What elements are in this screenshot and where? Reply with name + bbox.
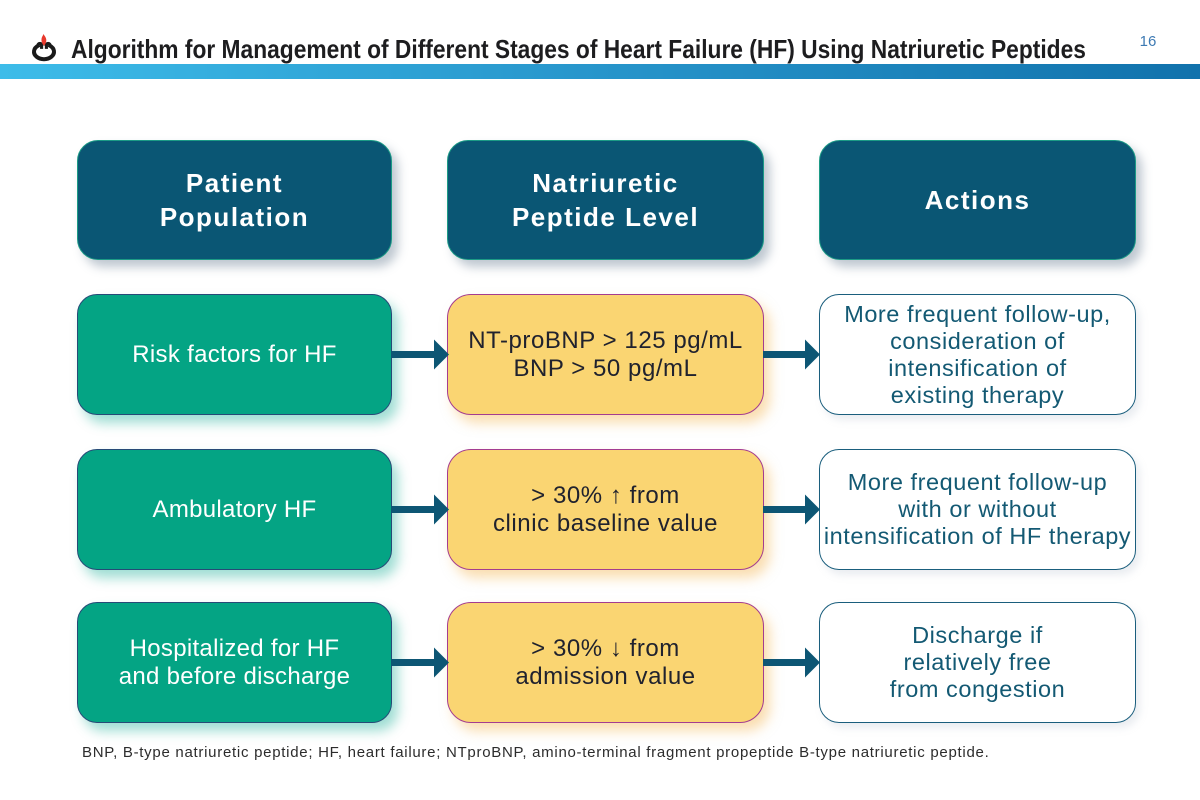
population-box-row1: Risk factors for HF — [77, 294, 392, 415]
flow-arrow-row3-right — [763, 647, 820, 678]
logo-heart-ring — [32, 41, 56, 62]
page-number: 16 — [1139, 33, 1157, 50]
action-box-row2: More frequent follow-up with or without … — [819, 449, 1136, 570]
action-label: Discharge if relatively free from conges… — [889, 622, 1066, 702]
population-box-row2: Ambulatory HF — [77, 449, 392, 570]
column-header-actions: Actions — [819, 140, 1136, 260]
action-box-row3: Discharge if relatively free from conges… — [819, 602, 1136, 723]
peptide-level-box-row3: > 30% ↓ from admission value — [447, 602, 764, 723]
column-header-label: Actions — [924, 185, 1031, 215]
flow-arrow-row1-right — [763, 339, 820, 370]
slide-title: Algorithm for Management of Different St… — [71, 34, 1086, 64]
logo-flame — [41, 33, 47, 46]
population-label: Hospitalized for HF and before discharge — [118, 634, 351, 690]
population-label: Ambulatory HF — [152, 495, 317, 523]
population-box-row3: Hospitalized for HF and before discharge — [77, 602, 392, 723]
flow-arrow-row2-right — [763, 494, 820, 525]
action-box-row1: More frequent follow-up, consideration o… — [819, 294, 1136, 415]
population-label: Risk factors for HF — [132, 340, 337, 368]
header-accent-bar — [0, 64, 1200, 79]
peptide-level-label: > 30% ↑ from clinic baseline value — [492, 481, 718, 537]
logo-ring-stubs — [40, 44, 48, 49]
flow-arrow-row3-left — [391, 647, 449, 678]
heart-power-logo-icon — [32, 33, 56, 62]
column-header-patient-population: Patient Population — [77, 140, 392, 260]
peptide-level-label: NT-proBNP > 125 pg/mL BNP > 50 pg/mL — [468, 326, 743, 382]
footnote: BNP, B-type natriuretic peptide; HF, hea… — [82, 744, 990, 761]
action-label: More frequent follow-up, consideration o… — [844, 300, 1111, 408]
peptide-level-box-row2: > 30% ↑ from clinic baseline value — [447, 449, 764, 570]
column-header-label: Natriuretic Peptide Level — [511, 168, 700, 232]
flow-arrow-row1-left — [391, 339, 449, 370]
column-header-natriuretic-peptide-level: Natriuretic Peptide Level — [447, 140, 764, 260]
peptide-level-label: > 30% ↓ from admission value — [515, 634, 696, 690]
action-label: More frequent follow-up with or without … — [823, 469, 1132, 549]
flow-arrow-row2-left — [391, 494, 449, 525]
peptide-level-box-row1: NT-proBNP > 125 pg/mL BNP > 50 pg/mL — [447, 294, 764, 415]
column-header-label: Patient Population — [159, 168, 310, 232]
